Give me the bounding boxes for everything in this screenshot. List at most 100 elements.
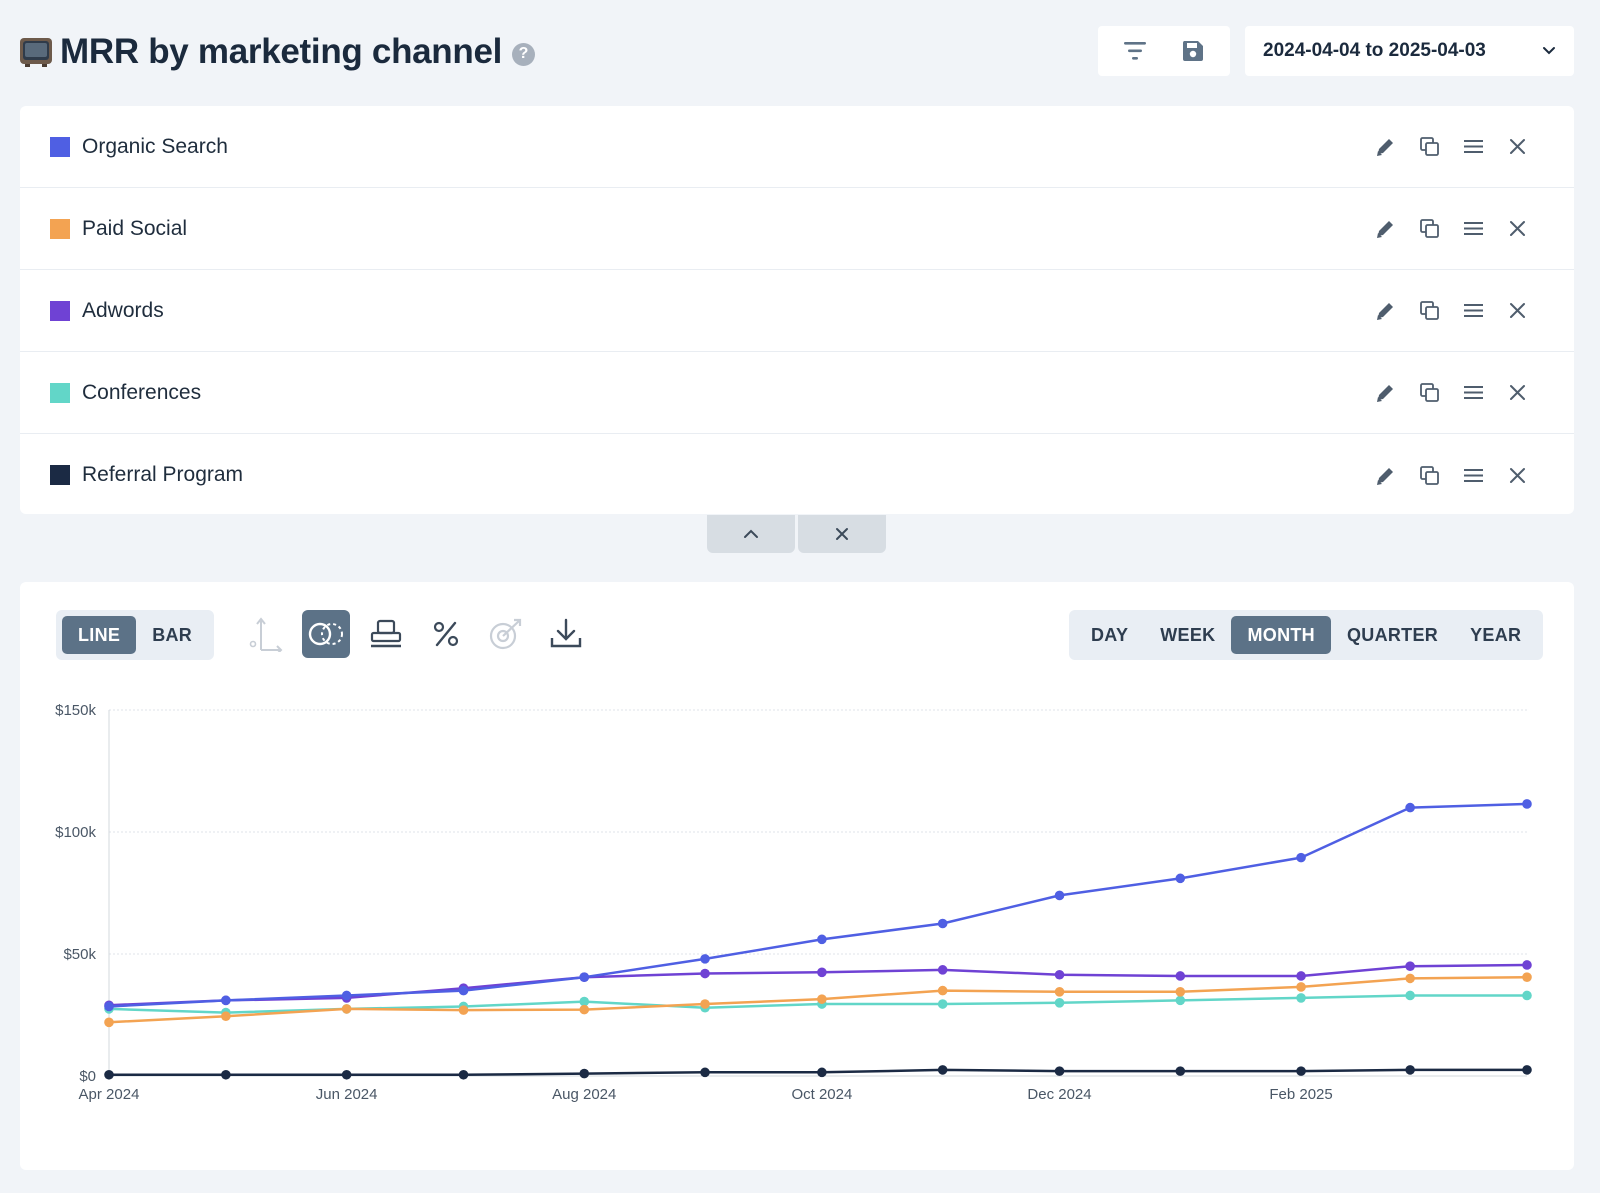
data-point (579, 996, 590, 1007)
menu-button[interactable] (1460, 134, 1486, 160)
data-point (1405, 973, 1415, 984)
duplicate-button[interactable] (1416, 216, 1442, 242)
collapse-button[interactable] (707, 515, 795, 553)
chart-type-toggle: LINE BAR (56, 610, 215, 660)
save-button[interactable] (1171, 31, 1215, 71)
date-range-picker[interactable]: 2024-04-04 to 2025-04-03 (1245, 26, 1574, 76)
edit-icon (1376, 303, 1393, 320)
edit-button[interactable] (1372, 380, 1398, 406)
television-icon (20, 38, 52, 67)
data-point (341, 1069, 352, 1080)
data-point (1522, 972, 1532, 982)
data-point (1296, 993, 1306, 1003)
duplicate-button[interactable] (1416, 380, 1442, 406)
goal-icon (489, 618, 522, 650)
data-point (937, 999, 948, 1009)
remove-button[interactable] (1504, 216, 1530, 242)
series-name: Adwords (82, 298, 164, 322)
series-name: Paid Social (82, 216, 188, 240)
duplicate-button[interactable] (1416, 462, 1442, 488)
chart-type-line[interactable]: LINE (62, 616, 137, 654)
percent-button[interactable] (422, 610, 470, 658)
data-point (1175, 995, 1186, 1006)
data-point (1054, 969, 1065, 980)
menu-button[interactable] (1460, 380, 1486, 406)
data-point (458, 1069, 469, 1080)
remove-button[interactable] (1504, 380, 1530, 406)
y-tick-label: $150k (55, 702, 96, 719)
duplicate-button[interactable] (1416, 298, 1442, 324)
series-row[interactable]: Referral Program (20, 434, 1574, 516)
series-color-swatch (50, 300, 70, 321)
remove-icon (1509, 385, 1525, 400)
compare-icon (308, 622, 343, 646)
edit-icon (1376, 221, 1393, 238)
data-point (458, 985, 469, 996)
download-button[interactable] (542, 610, 590, 658)
duplicate-icon (1419, 137, 1439, 156)
series-color-swatch (50, 218, 70, 239)
clear-all-button[interactable] (798, 515, 886, 553)
series-row[interactable]: Adwords (20, 270, 1574, 352)
series-name: Organic Search (82, 134, 228, 158)
edit-button[interactable] (1372, 462, 1398, 488)
period-quarter[interactable]: QUARTER (1346, 624, 1439, 645)
data-point (1054, 987, 1065, 997)
data-point (1405, 1065, 1415, 1075)
data-point (817, 967, 827, 978)
data-point (1522, 1065, 1532, 1075)
goal-button[interactable] (482, 610, 530, 658)
period-month[interactable]: MONTH (1231, 616, 1331, 654)
chevron-up-icon (744, 529, 758, 538)
percent-icon (433, 621, 459, 647)
stack-icon (370, 619, 402, 648)
x-tick-label: Apr 2024 (79, 1086, 140, 1103)
data-point (817, 994, 827, 1004)
data-point (104, 1017, 114, 1028)
data-point (1296, 852, 1306, 863)
chart-type-bar[interactable]: BAR (152, 624, 193, 645)
series-row[interactable]: Paid Social (20, 188, 1574, 270)
data-point (937, 985, 948, 996)
data-point (341, 990, 352, 1001)
filter-icon (1124, 42, 1146, 60)
remove-button[interactable] (1504, 298, 1530, 324)
remove-button[interactable] (1504, 462, 1530, 488)
data-point (937, 965, 948, 975)
series-row[interactable]: Organic Search (20, 106, 1574, 188)
edit-button[interactable] (1372, 298, 1398, 324)
menu-icon (1463, 140, 1483, 153)
data-point (341, 1004, 352, 1014)
filter-button[interactable] (1113, 31, 1157, 71)
period-day[interactable]: DAY (1091, 624, 1129, 645)
close-icon (836, 528, 848, 540)
menu-button[interactable] (1460, 298, 1486, 324)
data-point (937, 918, 948, 929)
edit-button[interactable] (1372, 216, 1398, 242)
data-point (1296, 982, 1306, 992)
menu-icon (1463, 222, 1483, 235)
data-point (700, 968, 710, 979)
compare-button[interactable] (302, 610, 350, 658)
data-point (700, 999, 710, 1009)
page-title: MRR by marketing channel (60, 32, 503, 71)
remove-button[interactable] (1504, 134, 1530, 160)
duplicate-button[interactable] (1416, 134, 1442, 160)
period-week[interactable]: WEEK (1160, 624, 1216, 645)
axis-button[interactable] (242, 610, 290, 658)
page-header: MRR by marketing channel ? (18, 28, 536, 76)
x-tick-label: Dec 2024 (1027, 1086, 1091, 1103)
series-row-actions (1372, 270, 1530, 351)
period-year[interactable]: YEAR (1470, 624, 1522, 645)
series-color-swatch (50, 465, 70, 485)
y-tick-label: $50k (63, 946, 96, 963)
data-point (1054, 890, 1065, 901)
data-point (579, 1004, 590, 1015)
menu-button[interactable] (1460, 462, 1486, 488)
menu-button[interactable] (1460, 216, 1486, 242)
series-row[interactable]: Conferences (20, 352, 1574, 434)
help-icon[interactable]: ? (512, 42, 536, 66)
data-point (1522, 960, 1532, 970)
stack-button[interactable] (362, 610, 410, 658)
edit-button[interactable] (1372, 134, 1398, 160)
